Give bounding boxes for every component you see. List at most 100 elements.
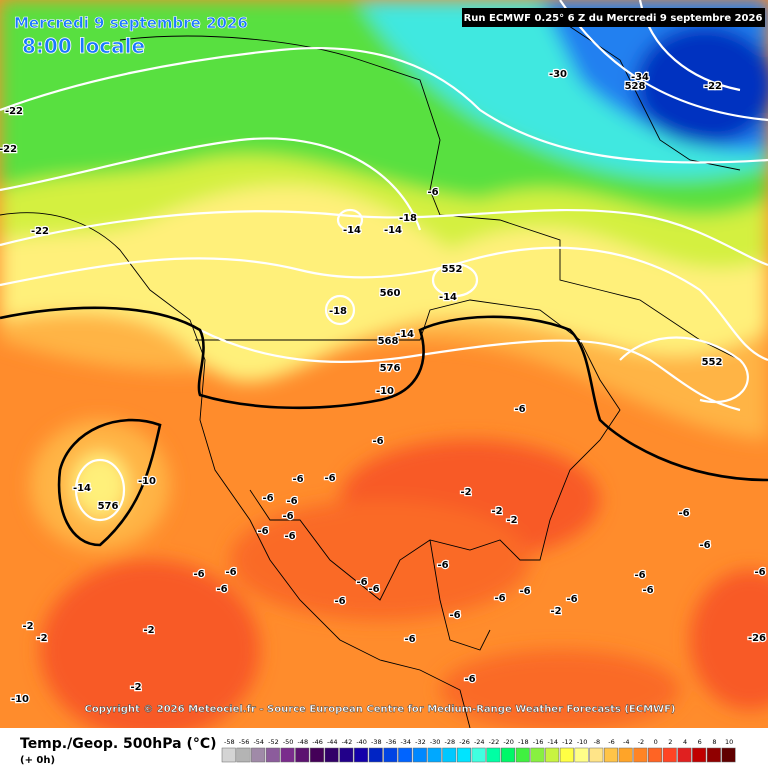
map-date: Mercredi 9 septembre 2026 xyxy=(14,14,248,32)
map-label: -2 xyxy=(22,621,33,632)
map-label: -10 xyxy=(11,694,29,705)
scale-label: -40 xyxy=(356,738,367,746)
scale-swatch xyxy=(309,747,324,763)
scale-swatch xyxy=(368,747,383,763)
map-label: -6 xyxy=(754,567,765,578)
map-label: -6 xyxy=(372,436,383,447)
scale-swatch xyxy=(354,747,369,763)
map-label: 552 xyxy=(702,357,723,368)
map-label: -6 xyxy=(404,634,415,645)
scale-label: -44 xyxy=(327,738,338,746)
map-label: -2 xyxy=(143,625,154,636)
map-label: -18 xyxy=(329,306,347,317)
scale-swatch xyxy=(339,747,354,763)
scale-label: -28 xyxy=(445,738,456,746)
scale-label: 10 xyxy=(725,738,733,746)
map-label: -6 xyxy=(464,674,475,685)
scale-swatch xyxy=(398,747,413,763)
variable-label: Temp./Geop. 500hPa (°C) xyxy=(20,736,217,752)
scale-label: -46 xyxy=(312,738,323,746)
map-label: 576 xyxy=(98,501,119,512)
scale-label: -54 xyxy=(253,738,264,746)
map-label: -6 xyxy=(324,473,335,484)
map-labels: -22-22-22 -14 -14-18552-14560-18-14568576-… xyxy=(0,68,767,706)
map-label: -6 xyxy=(449,610,460,621)
map-label: -6 xyxy=(634,570,645,581)
copyright: Copyright © 2026 Meteociel.fr - Source E… xyxy=(85,704,676,715)
map-label: -6 xyxy=(566,594,577,605)
map-label: 528 xyxy=(625,81,646,92)
scale-swatch xyxy=(280,747,295,763)
run-box xyxy=(462,8,765,27)
scale-swatch xyxy=(236,747,251,763)
map-label: -6 xyxy=(216,584,227,595)
scale-label: -24 xyxy=(474,738,485,746)
map-label: -14 xyxy=(343,225,361,236)
map-label: -14 xyxy=(73,483,91,494)
map-label: -6 xyxy=(368,584,379,595)
map-label: -6 xyxy=(292,474,303,485)
map-label: -2 xyxy=(550,606,561,617)
map-label: -22 xyxy=(0,144,17,155)
scale-label: -38 xyxy=(371,738,382,746)
scale-label: 0 xyxy=(654,738,658,746)
scale-label: -58 xyxy=(224,738,235,746)
map-label: -14 xyxy=(439,292,457,303)
map-label: -6 xyxy=(514,404,525,415)
scale-swatch xyxy=(589,747,604,763)
map-label: -22 xyxy=(31,226,49,237)
scale-label: 8 xyxy=(712,738,716,746)
map-label: -6 xyxy=(427,187,438,198)
color-scale: -58 -56 -54 -52 -50 -48 -46 -44 -42 -40 -38 -36 -34-… xyxy=(221,738,736,763)
scale-swatch xyxy=(324,747,339,763)
scale-swatch xyxy=(427,747,442,763)
scale-swatch xyxy=(677,747,692,763)
scale-label: -8 xyxy=(594,738,600,746)
map-label: -2 xyxy=(460,487,471,498)
map-label: -22 xyxy=(704,81,722,92)
scale-swatch xyxy=(501,747,516,763)
scale-swatch xyxy=(545,747,560,763)
scale-swatch xyxy=(559,747,574,763)
scale-label: -20 xyxy=(503,738,514,746)
scale-label: -52 xyxy=(268,738,279,746)
map-label: -10 xyxy=(376,386,394,397)
run-info: Run ECMWF 0.25° 6 Z du Mercredi 9 septem… xyxy=(464,13,763,24)
map-label: -6 xyxy=(286,496,297,507)
map-label: -6 xyxy=(262,493,273,504)
scale-swatch xyxy=(471,747,486,763)
map-label: -6 xyxy=(193,569,204,580)
map-label: -6 xyxy=(282,511,293,522)
map-label: -14 xyxy=(396,329,414,340)
scale-swatch xyxy=(706,747,721,763)
map-label: -18 xyxy=(399,213,417,224)
scale-label: -42 xyxy=(342,738,353,746)
scale-label: -16 xyxy=(533,738,544,746)
scale-swatch xyxy=(692,747,707,763)
map-label: -6 xyxy=(699,540,710,551)
scale-label: 4 xyxy=(683,738,687,746)
map-label: -6 xyxy=(257,526,268,537)
map-label: 552 xyxy=(442,264,463,275)
scale-swatch xyxy=(442,747,457,763)
scale-swatch xyxy=(662,747,677,763)
map-label: -10 xyxy=(138,476,156,487)
scale-label: -10 xyxy=(577,738,588,746)
map-label: -2 xyxy=(491,506,502,517)
scale-swatch xyxy=(221,747,236,763)
scale-swatch xyxy=(295,747,310,763)
lead-time: (+ 0h) xyxy=(20,755,55,766)
map-label: -34 xyxy=(631,72,649,83)
scale-swatch xyxy=(574,747,589,763)
scale-label: -12 xyxy=(562,738,573,746)
map-label: 576 xyxy=(380,363,401,374)
scale-label: -48 xyxy=(298,738,309,746)
scale-label: -18 xyxy=(518,738,529,746)
map-label: -6 xyxy=(519,586,530,597)
scale-label: -6 xyxy=(608,738,614,746)
scale-label: -22 xyxy=(489,738,500,746)
map-label: -6 xyxy=(678,508,689,519)
map-field xyxy=(0,0,768,728)
scale-label: -50 xyxy=(283,738,294,746)
scale-label: -2 xyxy=(638,738,644,746)
